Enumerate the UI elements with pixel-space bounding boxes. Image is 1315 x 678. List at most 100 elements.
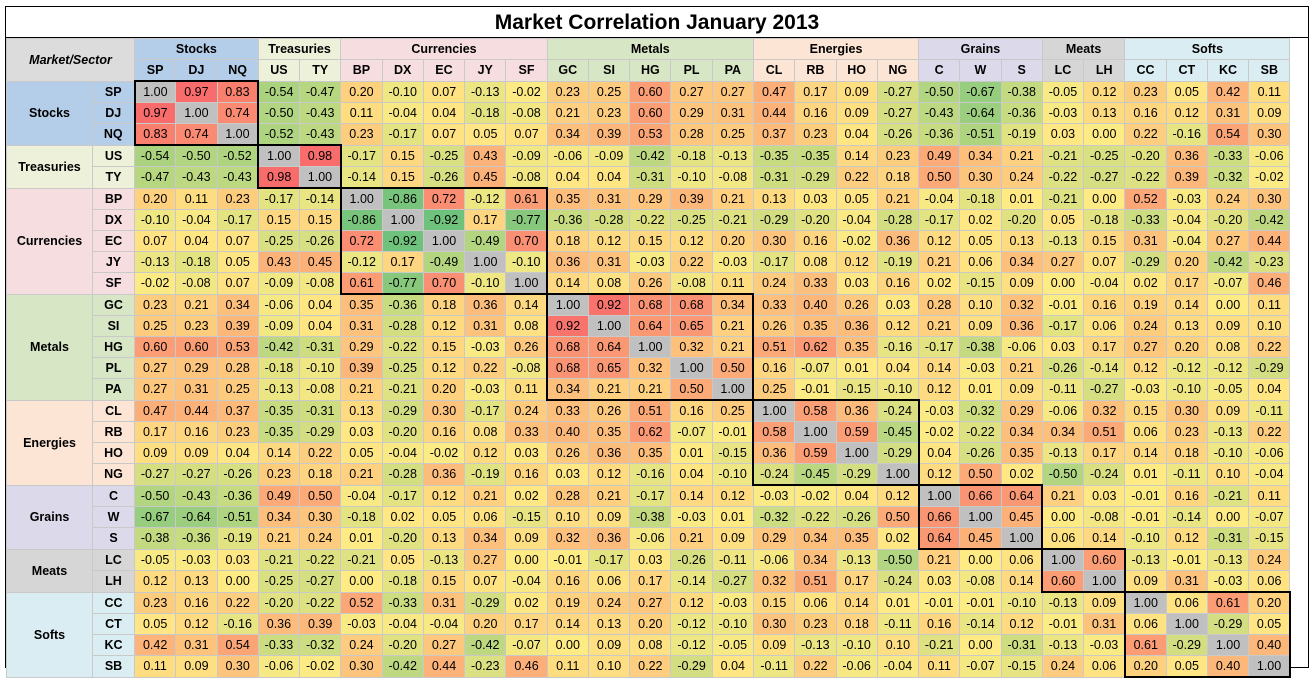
cell-c-kc: -0.21 — [1206, 484, 1250, 507]
cell-ho-ty: 0.22 — [299, 442, 342, 464]
cell-dx-hg: -0.22 — [629, 209, 672, 231]
cell-ng-ng: 1.00 — [876, 463, 920, 486]
cell-sf-lc: 0.00 — [1041, 272, 1085, 295]
cell-hg-nq: 0.53 — [216, 336, 259, 358]
cell-sp-jy: -0.13 — [464, 80, 507, 103]
cell-ec-lh: 0.15 — [1083, 230, 1126, 252]
cell-bp-bp: 1.00 — [339, 187, 383, 210]
cell-us-gc: -0.06 — [546, 144, 589, 167]
cell-us-ec: -0.25 — [422, 144, 466, 167]
col-sector-energies: Energies — [752, 38, 920, 60]
cell-c-w: 0.66 — [959, 484, 1002, 507]
cell-pl-cc: 0.12 — [1124, 357, 1167, 379]
cell-si-gc: 0.92 — [546, 315, 589, 337]
cell-us-hg: -0.42 — [629, 144, 672, 167]
cell-hg-cl: 0.51 — [752, 336, 796, 358]
cell-s-cc: -0.10 — [1124, 527, 1167, 550]
cell-sp-us: -0.54 — [257, 80, 301, 103]
cell-ho-us: 0.14 — [257, 442, 301, 464]
cell-s-cl: 0.29 — [752, 527, 796, 550]
cell-us-pa: -0.13 — [711, 144, 754, 167]
cell-c-jy: 0.21 — [464, 484, 507, 507]
cell-lc-s: 0.06 — [1000, 548, 1043, 571]
cell-rb-ec: 0.16 — [422, 421, 466, 443]
cell-ec-pa: 0.20 — [711, 230, 754, 252]
cell-ho-sf: 0.03 — [505, 442, 548, 464]
cell-sp-ho: 0.09 — [835, 80, 878, 103]
cell-cl-sf: 0.24 — [505, 399, 548, 422]
cell-ho-pl: 0.01 — [670, 442, 713, 464]
cell-ec-kc: 0.27 — [1206, 230, 1250, 252]
cell-ty-ho: 0.22 — [835, 166, 878, 189]
cell-lh-bp: 0.00 — [340, 570, 383, 593]
cell-s-ho: 0.35 — [835, 527, 878, 550]
cell-cc-dx: -0.33 — [381, 591, 424, 614]
cell-us-nq: -0.52 — [216, 144, 259, 167]
col-ticker-ty: TY — [299, 59, 342, 82]
cell-pl-bp: 0.39 — [340, 357, 383, 379]
cell-lh-cc: 0.09 — [1124, 570, 1167, 593]
row-ticker-pl: PL — [92, 357, 135, 379]
cell-ho-cc: 0.14 — [1124, 442, 1167, 464]
cell-sp-sb: 0.11 — [1248, 80, 1291, 103]
cell-lh-us: -0.25 — [257, 570, 301, 593]
row-sector-metals: Metals — [6, 293, 93, 401]
cell-pa-ty: -0.08 — [299, 378, 342, 401]
cell-kc-pa: -0.05 — [711, 634, 754, 656]
cell-si-nq: 0.39 — [216, 315, 259, 337]
cell-hg-sp: 0.60 — [133, 336, 177, 358]
cell-ng-bp: 0.21 — [340, 463, 383, 486]
cell-cc-pa: -0.03 — [711, 591, 754, 614]
cell-ho-dx: -0.04 — [381, 442, 424, 464]
cell-w-sf: -0.15 — [505, 506, 548, 528]
cell-sb-rb: 0.22 — [794, 655, 837, 678]
cell-cl-ec: 0.30 — [422, 399, 466, 422]
cell-kc-ho: -0.10 — [835, 634, 878, 656]
cell-kc-hg: 0.08 — [629, 634, 672, 656]
cell-hg-ty: -0.31 — [299, 336, 342, 358]
cell-ec-s: 0.13 — [1000, 230, 1043, 252]
cell-sb-lh: 0.06 — [1083, 655, 1126, 678]
cell-gc-nq: 0.34 — [216, 293, 259, 316]
cell-kc-cl: 0.09 — [752, 634, 796, 656]
row-ticker-sb: SB — [92, 655, 135, 678]
cell-ty-sb: -0.02 — [1248, 166, 1291, 189]
cell-si-bp: 0.31 — [340, 315, 383, 337]
cell-c-c: 1.00 — [917, 484, 961, 507]
cell-w-sp: -0.67 — [133, 506, 177, 528]
cell-dx-dj: -0.04 — [175, 209, 218, 231]
cell-ct-kc: -0.29 — [1206, 613, 1250, 635]
cell-dx-s: -0.20 — [1000, 209, 1043, 231]
cell-ty-bp: -0.14 — [340, 166, 383, 189]
corner-label: Market/Sector — [6, 38, 135, 82]
cell-ty-w: 0.30 — [959, 166, 1002, 189]
cell-c-ct: 0.16 — [1165, 484, 1208, 507]
cell-ng-w: 0.50 — [959, 463, 1002, 486]
cell-w-ec: 0.05 — [422, 506, 466, 528]
cell-nq-sb: 0.30 — [1248, 123, 1291, 146]
cell-dx-cl: -0.29 — [752, 209, 796, 231]
cell-w-pl: -0.03 — [670, 506, 713, 528]
cell-ng-sf: 0.16 — [505, 463, 548, 486]
cell-cc-sb: 0.20 — [1248, 591, 1291, 614]
cell-sb-ct: 0.05 — [1165, 655, 1208, 678]
cell-lh-c: 0.03 — [918, 570, 961, 593]
cell-c-ho: 0.04 — [835, 484, 878, 507]
cell-bp-ng: 0.21 — [876, 187, 920, 210]
cell-lc-ty: -0.22 — [299, 548, 342, 571]
cell-ct-ty: 0.39 — [299, 613, 342, 635]
cell-rb-pa: -0.01 — [711, 421, 754, 443]
cell-cl-ng: -0.24 — [876, 399, 920, 422]
cell-cl-dx: -0.29 — [381, 399, 424, 422]
cell-c-lc: 0.21 — [1041, 484, 1085, 507]
cell-ct-dx: -0.04 — [381, 613, 424, 635]
cell-nq-s: -0.19 — [1000, 123, 1043, 146]
cell-pl-ec: 0.12 — [422, 357, 466, 379]
cell-sf-sf: 1.00 — [505, 272, 549, 295]
cell-dx-rb: -0.20 — [794, 209, 837, 231]
cell-hg-ec: 0.15 — [422, 336, 466, 358]
cell-sf-cl: 0.24 — [752, 272, 796, 295]
cell-sp-rb: 0.17 — [794, 80, 837, 103]
cell-nq-dx: -0.17 — [381, 123, 424, 146]
cell-cc-cl: 0.15 — [752, 591, 796, 614]
